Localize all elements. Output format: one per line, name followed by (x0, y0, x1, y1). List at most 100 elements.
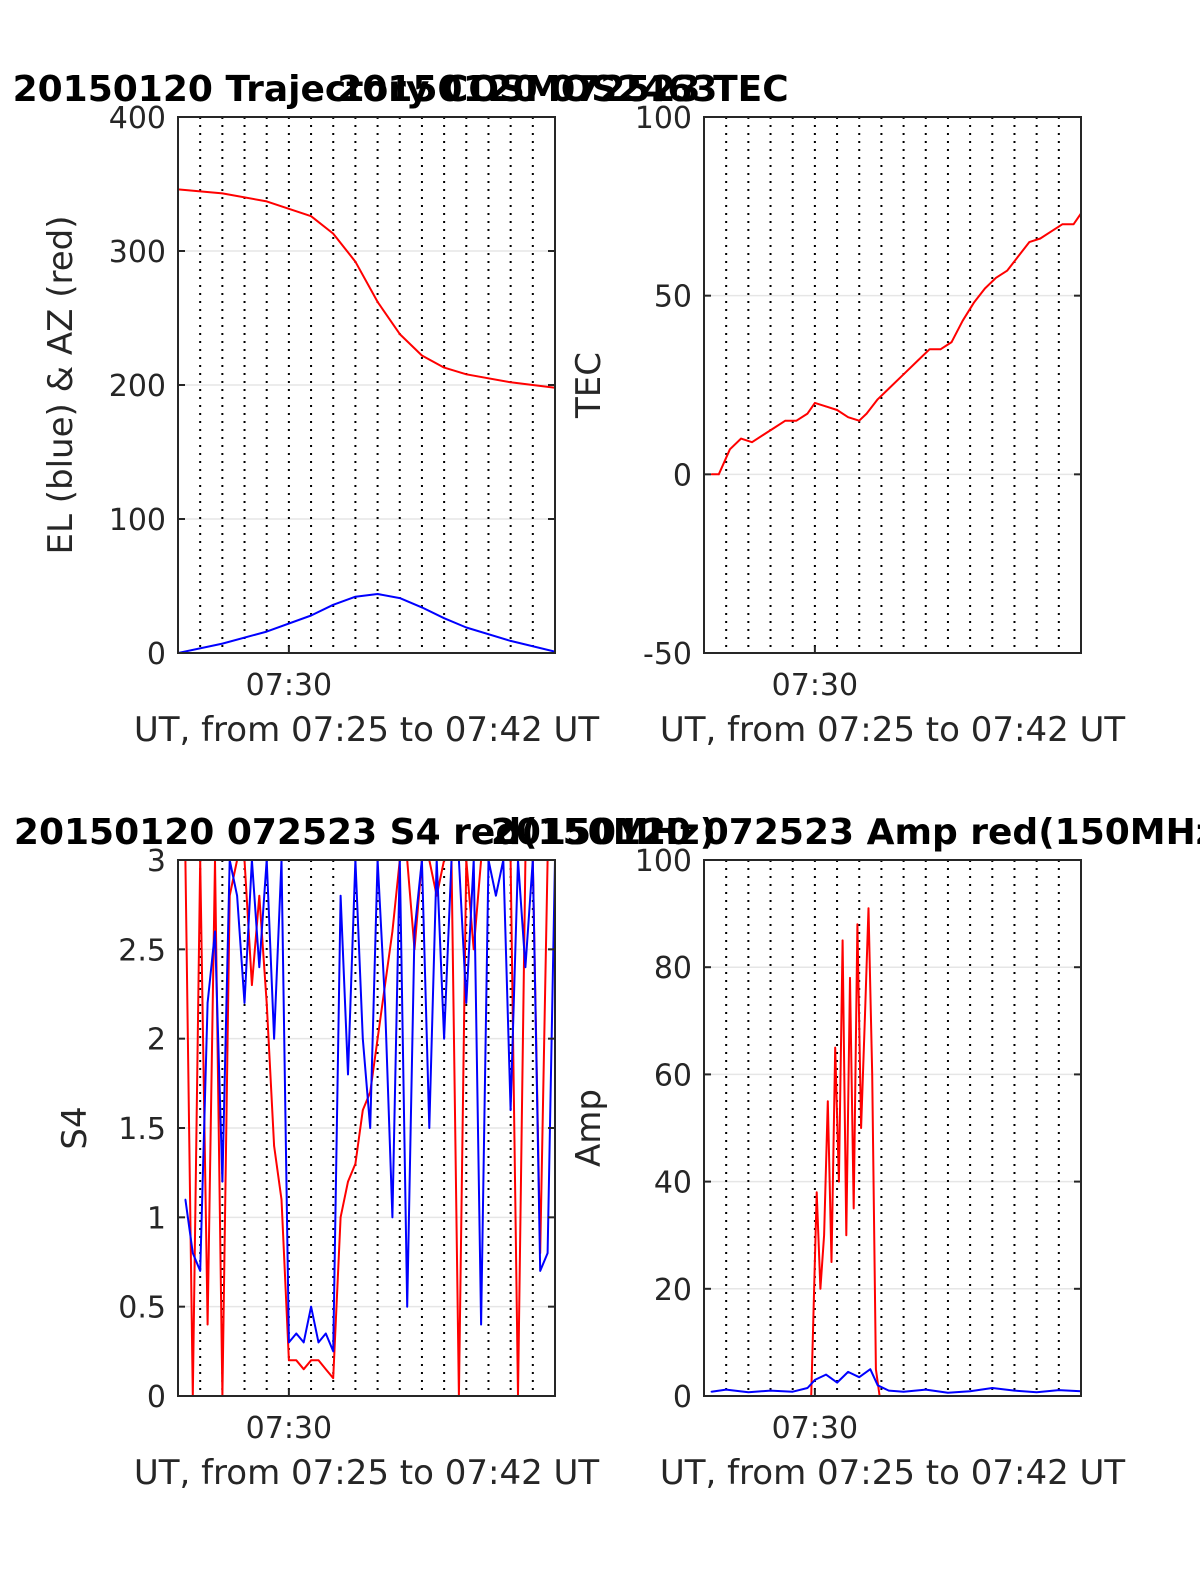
data-point (251, 984, 253, 986)
data-point (947, 1391, 949, 1394)
y-tick-label: 100 (109, 503, 166, 538)
data-point (950, 341, 953, 343)
data-point (823, 1234, 825, 1236)
y-tick-label: 2 (147, 1023, 166, 1058)
data-point (762, 434, 764, 436)
data-point (969, 1390, 971, 1392)
data-point (806, 1387, 809, 1389)
data-point (863, 1020, 866, 1022)
y-tick-label: 60 (654, 1058, 692, 1093)
data-point (814, 1379, 816, 1381)
data-point (428, 1127, 431, 1129)
y-tick-label: -50 (643, 637, 692, 672)
data-point (354, 1162, 357, 1165)
data-point (221, 192, 224, 195)
data-point (325, 1368, 327, 1370)
chart-panel-4: 0 20 40 60 80 100 07:30 UT, from 07:25 to 07:42… (491, 812, 1200, 1493)
data-point (443, 1037, 445, 1040)
data-point (413, 930, 416, 933)
data-point (984, 287, 986, 290)
data-point (509, 381, 512, 384)
data-point (295, 1332, 298, 1335)
data-point (838, 1180, 840, 1183)
data-point (858, 1376, 861, 1379)
data-point (302, 1341, 305, 1344)
y-tick-label: 200 (109, 369, 166, 404)
data-point (221, 1180, 224, 1183)
y-tick-label: 80 (654, 951, 692, 986)
data-point (310, 1359, 312, 1362)
data-point (1072, 223, 1075, 225)
x-tick-label: 07:30 (772, 1411, 858, 1446)
data-point (836, 409, 838, 411)
x-axis-label: UT, from 07:25 to 07:42 UT (660, 710, 1126, 750)
data-point (214, 930, 216, 933)
data-point (265, 1002, 268, 1004)
data-point (784, 419, 787, 422)
data-point (295, 1359, 298, 1362)
data-point (1013, 1389, 1016, 1392)
data-point (812, 1330, 814, 1333)
data-point (928, 348, 931, 351)
data-point (939, 348, 942, 351)
y-axis-label: Amp (569, 1089, 609, 1167)
data-point (827, 1100, 829, 1102)
data-point (814, 402, 816, 404)
y-tick-label: 100 (635, 101, 692, 136)
data-point (815, 1191, 818, 1194)
data-point (332, 1350, 335, 1353)
y-tick-label: 40 (654, 1166, 692, 1201)
data-point (391, 1216, 394, 1219)
y-tick-label: 0 (147, 637, 166, 672)
data-point (465, 1002, 468, 1004)
data-point (849, 977, 851, 979)
plot-area (704, 860, 1081, 1396)
data-point (354, 595, 357, 598)
data-point (236, 894, 238, 897)
data-point (369, 1127, 371, 1129)
data-point (852, 1207, 855, 1210)
chart-title: 20150120 072523 Amp red(150MHz) (491, 812, 1200, 853)
data-point (354, 260, 357, 263)
data-point (830, 1261, 833, 1263)
data-point (717, 473, 720, 476)
data-point (472, 948, 475, 951)
data-point (317, 1359, 320, 1362)
data-point (917, 359, 920, 361)
data-point (973, 302, 975, 304)
data-point (710, 1390, 713, 1393)
data-point (332, 232, 335, 235)
data-point (876, 398, 879, 401)
chart-panel-1: 0 100 200 300 400 07:30 UT, from 07:25 to 07:4… (13, 69, 718, 750)
data-point (339, 894, 342, 897)
y-tick-label: 0 (673, 1380, 692, 1415)
chart-panel-2: -50 0 50 100 07:30 UT, from 07:25 to 07:42 UT… (337, 69, 1125, 750)
data-point (325, 1332, 327, 1335)
x-tick-label: 07:30 (246, 668, 332, 703)
data-point (539, 1270, 542, 1272)
data-point (258, 966, 261, 968)
x-tick-label: 07:30 (772, 668, 858, 703)
data-point (856, 923, 859, 926)
data-point (769, 1389, 772, 1392)
data-point (288, 1359, 290, 1362)
data-point (421, 606, 423, 609)
data-point (443, 617, 445, 619)
chart-title: 20150120 072523 TEC (337, 69, 788, 110)
y-tick-label: 50 (654, 280, 692, 315)
data-point (509, 640, 512, 642)
data-point (524, 966, 527, 968)
series-group (710, 212, 1081, 476)
data-point (725, 1388, 727, 1391)
chart-title: 20150120 Trajectory COSMOS2463 (13, 69, 718, 110)
y-tick-label: 400 (109, 101, 166, 136)
data-point (273, 1145, 275, 1147)
y-axis-label: TEC (569, 352, 609, 419)
data-point (243, 1002, 246, 1004)
data-point (875, 1368, 877, 1370)
data-point (1006, 269, 1008, 272)
data-point (995, 277, 997, 279)
data-point (847, 1371, 849, 1373)
data-point (398, 597, 401, 599)
data-point (1058, 1389, 1060, 1391)
